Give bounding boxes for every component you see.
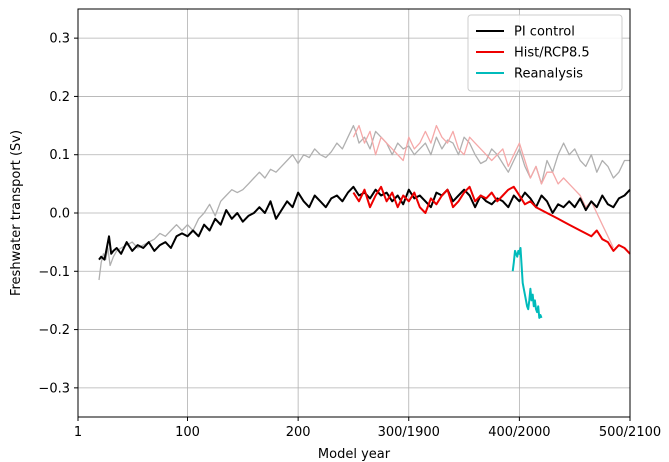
x-tick-label: 100 [175,425,200,440]
y-tick-label: −0.3 [38,381,70,396]
y-tick-label: −0.1 [38,265,70,280]
x-axis-label: Model year [318,447,391,462]
series-line-hist-rcp8-5 [352,185,631,255]
series-line-1 [352,124,614,249]
series-line-0 [98,124,630,281]
series-line-reanalysis [511,247,543,319]
y-tick-label: −0.2 [38,323,70,338]
legend-box [467,14,623,92]
legend-label: PI control [514,25,575,40]
legend: PI control Hist/RCP8.5 Reanalysis [467,14,623,92]
legend-label: Hist/RCP8.5 [514,46,590,61]
series-layer [98,124,631,319]
y-axis-label: Freshwater transport (Sv) [9,130,24,296]
x-tick-label: 400/2000 [488,425,550,440]
x-tick-label: 300/1900 [378,425,440,440]
ticks: 1 100 200 300/1900 400/2000 500/2100 −0.3 −0.2 −… [38,32,661,440]
x-tick-label: 1 [74,425,82,440]
y-tick-label: 0.0 [49,207,70,222]
x-tick-label: 500/2100 [599,425,661,440]
y-tick-label: 0.1 [49,148,70,163]
y-tick-label: 0.3 [49,32,70,47]
legend-label: Reanalysis [514,67,583,82]
series-line-pi-control [98,185,631,261]
y-tick-label: 0.2 [49,90,70,105]
x-tick-label: 200 [286,425,311,440]
